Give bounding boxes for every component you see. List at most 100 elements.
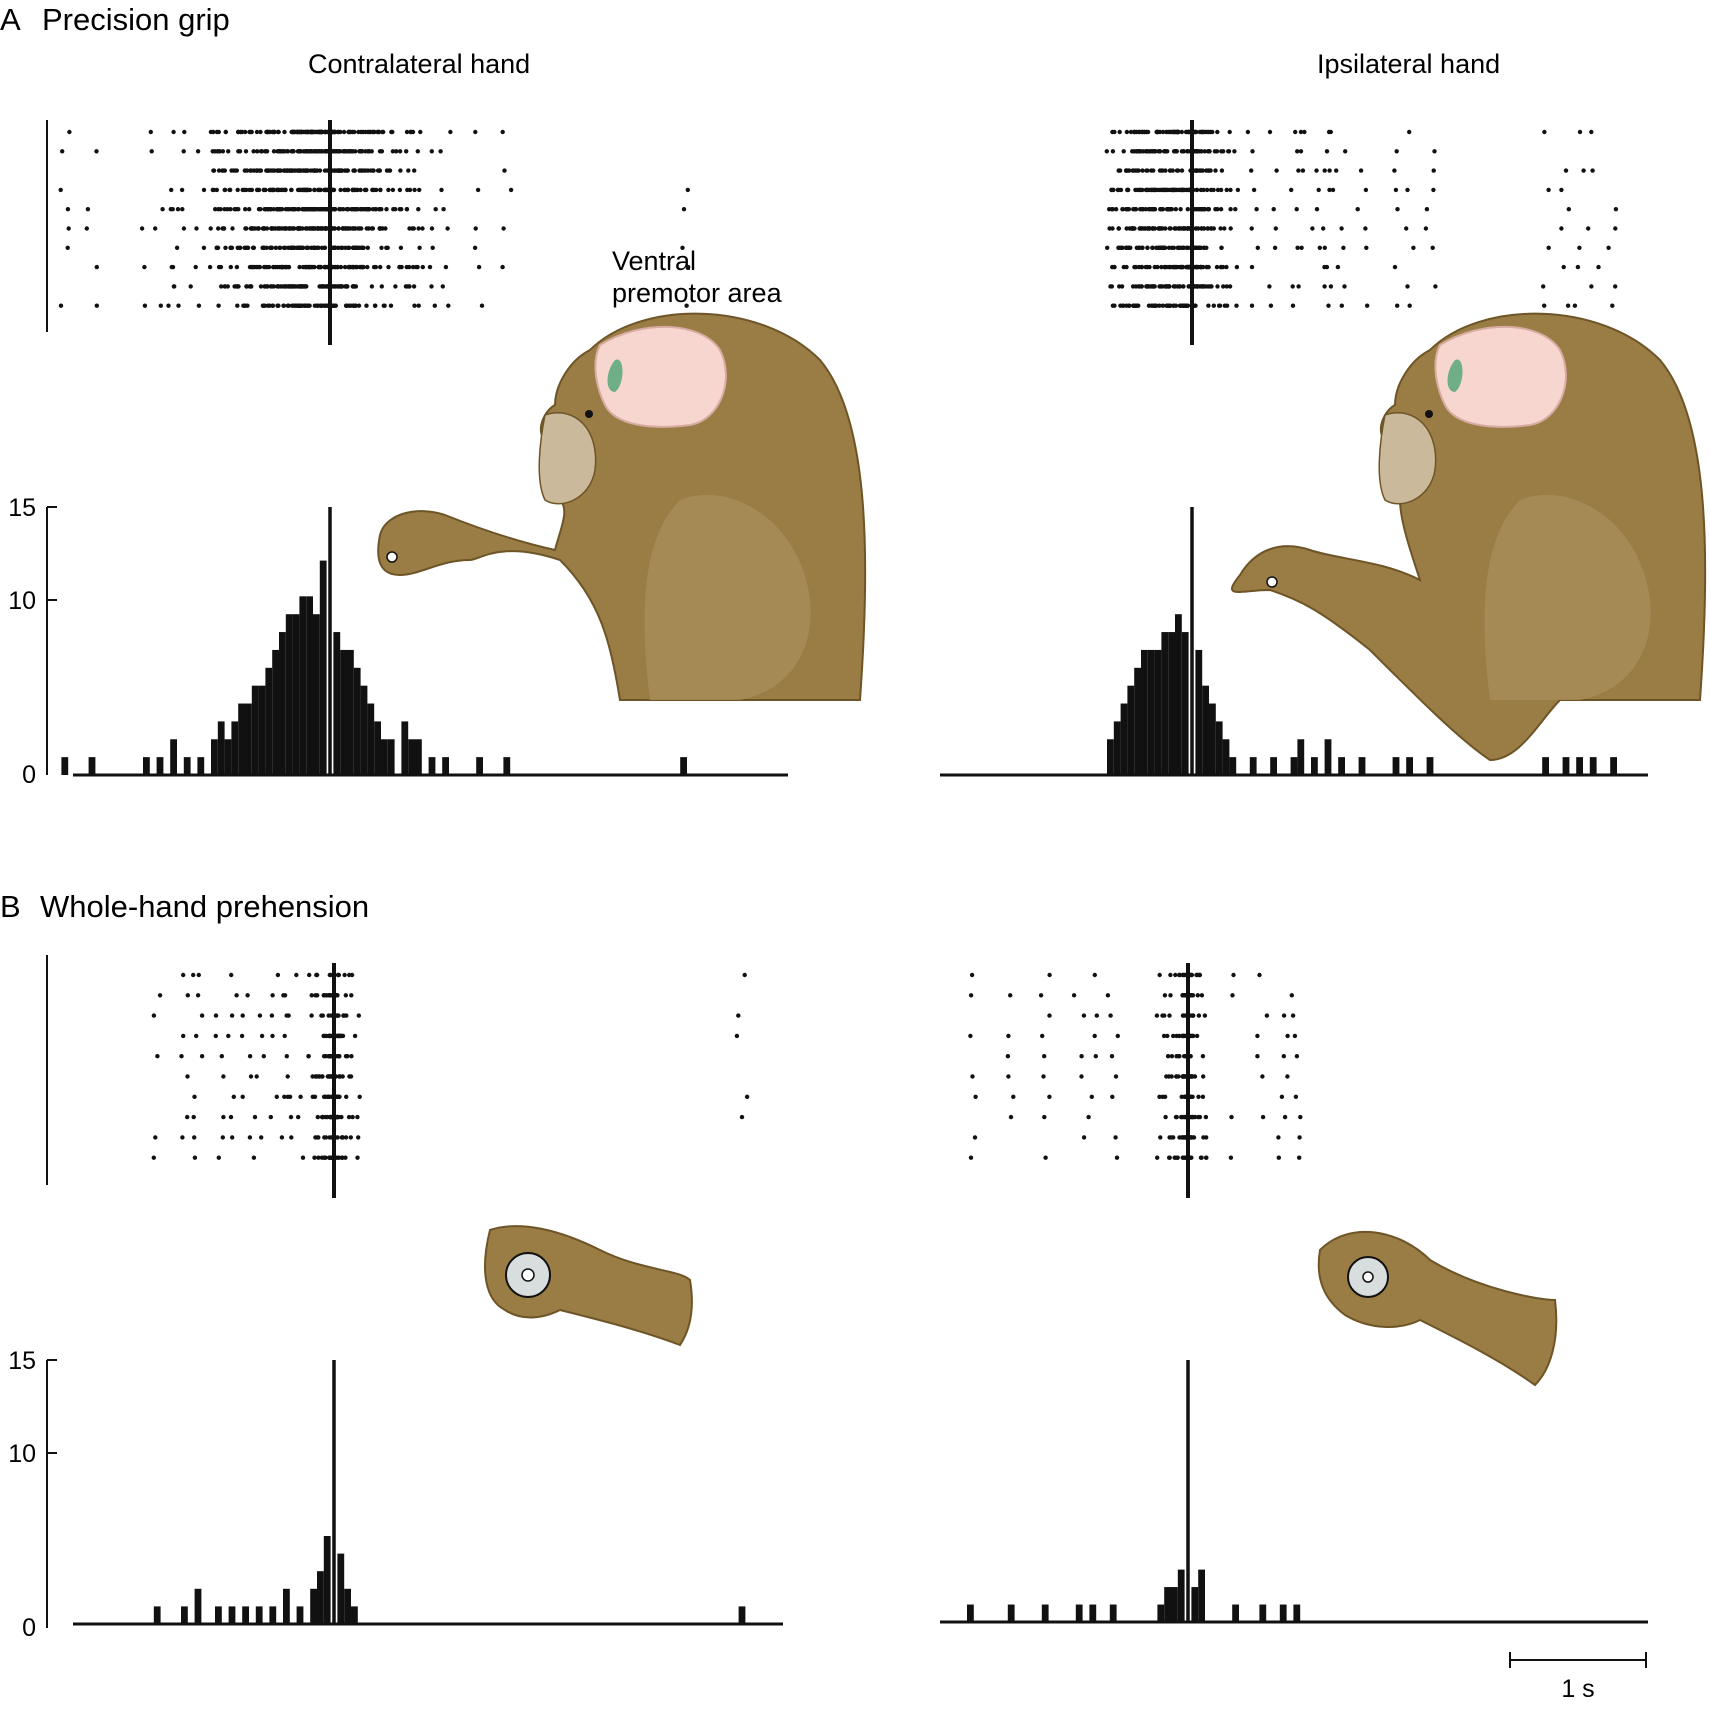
spike-dot: [378, 264, 383, 270]
spike-dot: [191, 1114, 196, 1120]
spike-dot: [346, 207, 351, 212]
spike-dot: [1204, 187, 1210, 193]
spike-dot: [361, 168, 367, 173]
spike-dot: [1176, 1054, 1181, 1059]
spike-dot: [67, 129, 72, 135]
spike-dot: [1222, 226, 1227, 231]
spike-dot: [330, 284, 335, 289]
spike-dot: [179, 187, 185, 193]
spike-dot: [1195, 284, 1200, 289]
spike-dot: [508, 187, 514, 193]
spike-dot: [1432, 149, 1437, 154]
spike-dot: [1218, 226, 1223, 231]
spike-dot: [285, 149, 290, 154]
spike-dot: [1147, 187, 1152, 193]
spike-dot: [254, 129, 260, 135]
spike-dot: [249, 226, 255, 231]
spike-dot: [1196, 1013, 1202, 1018]
spike-dot: [207, 264, 213, 270]
spike-dot: [1221, 284, 1226, 289]
spike-dot: [1279, 1094, 1285, 1100]
spike-dot: [1171, 187, 1176, 193]
spike-dot: [364, 187, 369, 193]
spike-dot: [1365, 303, 1370, 308]
spike-dot: [323, 1155, 328, 1160]
spike-dot: [363, 149, 368, 154]
spike-dot: [1196, 245, 1202, 250]
spike-dot: [356, 1013, 361, 1018]
spike-dot: [1228, 187, 1233, 193]
spike-dot: [254, 1074, 259, 1079]
histogram-bar: [285, 614, 293, 775]
spike-dot: [1204, 168, 1209, 173]
spike-dot: [433, 207, 438, 212]
spike-dot: [221, 1114, 226, 1120]
histogram-bar: [197, 757, 205, 775]
spike-dot: [1218, 207, 1224, 212]
spike-dot: [278, 168, 283, 173]
spike-dot: [1210, 129, 1215, 135]
spike-dot: [261, 303, 266, 308]
spike-dot: [1172, 226, 1178, 231]
spike-dot: [1164, 264, 1169, 270]
spike-dot: [180, 207, 185, 212]
spike-dot: [1006, 1033, 1011, 1039]
spike-dot: [364, 207, 369, 212]
spike-dot: [1219, 245, 1224, 250]
spike-dot: [169, 187, 174, 193]
spike-dot: [349, 1054, 354, 1059]
spike-dot: [58, 303, 64, 308]
spike-dot: [337, 207, 342, 212]
spike-dot: [216, 1155, 221, 1160]
region-label-line1: Ventral: [612, 246, 696, 276]
spike-dot: [1167, 1155, 1172, 1160]
spike-dot: [1179, 264, 1185, 270]
spike-dot: [1152, 284, 1157, 289]
spike-dot: [208, 226, 213, 231]
spike-dot: [333, 1074, 339, 1079]
spike-dot: [142, 303, 148, 308]
histogram-bar: [1259, 1604, 1267, 1622]
spike-dot: [254, 187, 260, 193]
spike-dot: [358, 187, 363, 193]
spike-dot: [1114, 1155, 1120, 1160]
spike-dot: [1219, 149, 1224, 154]
spike-dot: [1613, 226, 1618, 231]
spike-dot: [417, 245, 422, 250]
spike-dot: [222, 168, 227, 173]
spike-dot: [1295, 245, 1300, 250]
spike-dot: [1302, 129, 1307, 135]
spike-dot: [1174, 1114, 1179, 1120]
spike-dot: [340, 284, 345, 289]
spike-dot: [219, 284, 224, 289]
spike-dot: [1205, 149, 1211, 154]
histogram-bar: [153, 1606, 161, 1624]
spike-dot: [296, 168, 301, 173]
spike-dot: [1211, 303, 1217, 308]
column-title-contralateral: Contralateral hand: [308, 49, 530, 79]
histogram-bar: [381, 739, 388, 775]
spike-dot: [303, 129, 308, 135]
histogram-bar: [1164, 1587, 1171, 1622]
spike-dot: [1166, 1074, 1172, 1079]
histogram-bar: [680, 757, 687, 775]
spike-dot: [1234, 264, 1240, 270]
spike-dot: [336, 1155, 341, 1160]
spike-dot: [1168, 226, 1173, 231]
histogram-bar: [1007, 1604, 1015, 1622]
spike-dot: [1113, 207, 1119, 212]
spike-dot: [346, 1114, 352, 1120]
spike-dot: [968, 1155, 974, 1160]
histogram-bar: [61, 757, 69, 775]
spike-dot: [247, 207, 252, 212]
spike-dot: [1606, 245, 1611, 250]
spike-dot: [371, 264, 377, 270]
spike-dot: [279, 1135, 285, 1140]
spike-dot: [325, 284, 330, 289]
spike-dot: [338, 129, 343, 135]
spike-dot: [1294, 1054, 1300, 1059]
spike-dot: [1005, 1054, 1011, 1059]
histogram-bar: [1089, 1604, 1097, 1622]
spike-dot: [1185, 149, 1190, 154]
spike-dot: [289, 245, 295, 250]
